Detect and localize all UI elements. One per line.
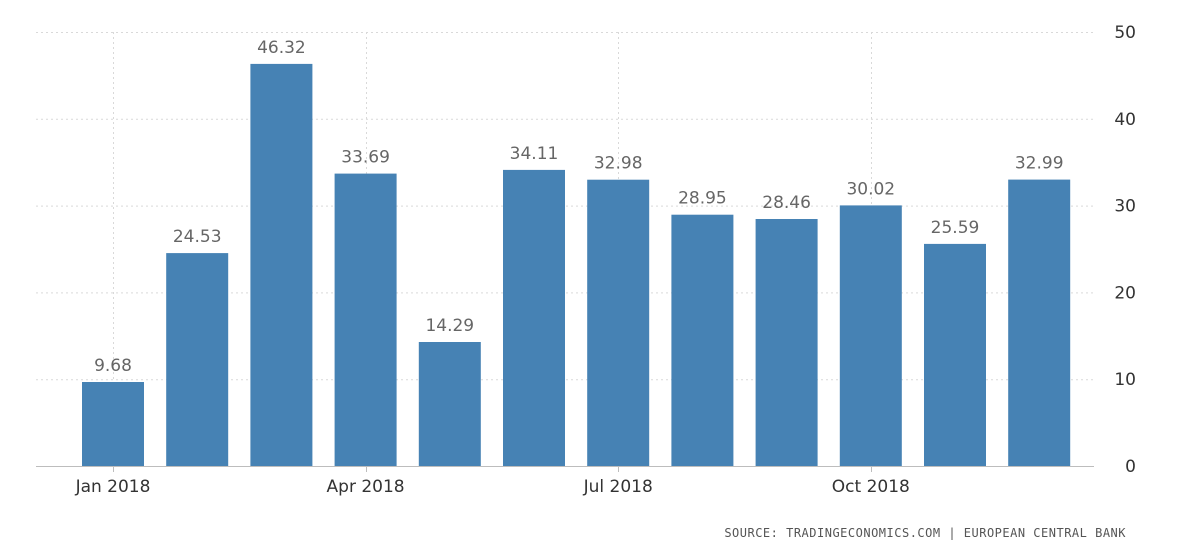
- x-axis-ticks: Jan 2018 Apr 2018 Jul 2018 Oct 2018: [75, 477, 910, 497]
- bar: [1008, 179, 1071, 466]
- x-tick-label: Apr 2018: [327, 477, 405, 497]
- bar: [82, 382, 144, 466]
- bar: [924, 243, 986, 466]
- x-tick-label: Jul 2018: [583, 477, 653, 497]
- y-tick-label: 30: [1114, 197, 1136, 217]
- bar: [503, 169, 565, 466]
- bar: [250, 63, 313, 467]
- y-tick-label: 50: [1114, 23, 1136, 43]
- y-tick-label: 40: [1114, 110, 1136, 130]
- y-tick-label: 20: [1114, 283, 1136, 303]
- bar: [334, 173, 397, 466]
- bar-value-label: 32.99: [1015, 154, 1064, 174]
- bar: [839, 205, 902, 466]
- bar-value-label: 25.59: [931, 218, 980, 238]
- bars: [82, 63, 1071, 467]
- bar-value-label: 28.95: [678, 189, 727, 209]
- bar-value-label: 30.02: [846, 179, 895, 199]
- bar-value-label: 46.32: [257, 38, 306, 58]
- bar: [671, 214, 734, 466]
- bar-value-label: 14.29: [425, 316, 474, 336]
- bar-value-label: 24.53: [173, 227, 222, 247]
- bar-value-label: 9.68: [94, 356, 132, 376]
- bar: [418, 342, 481, 466]
- bar-value-label: 33.69: [341, 148, 390, 168]
- bar: [166, 253, 229, 466]
- source-credit: SOURCE: TRADINGECONOMICS.COM | EUROPEAN …: [724, 526, 1126, 540]
- bar-value-label: 28.46: [762, 193, 811, 213]
- y-tick-label: 10: [1114, 370, 1136, 390]
- bar: [755, 219, 818, 466]
- bar: [587, 179, 650, 466]
- bar-value-label: 34.11: [510, 144, 559, 164]
- x-tick-label: Oct 2018: [832, 477, 910, 497]
- y-tick-label: 0: [1125, 457, 1136, 477]
- x-tick-label: Jan 2018: [75, 477, 151, 497]
- value-labels: 9.68 24.53 46.32 33.69 14.29 34.11 32.98 28.95 2…: [94, 38, 1063, 376]
- y-axis-ticks: 0 10 20 30 40 50: [1114, 23, 1136, 477]
- bar-value-label: 32.98: [594, 154, 643, 174]
